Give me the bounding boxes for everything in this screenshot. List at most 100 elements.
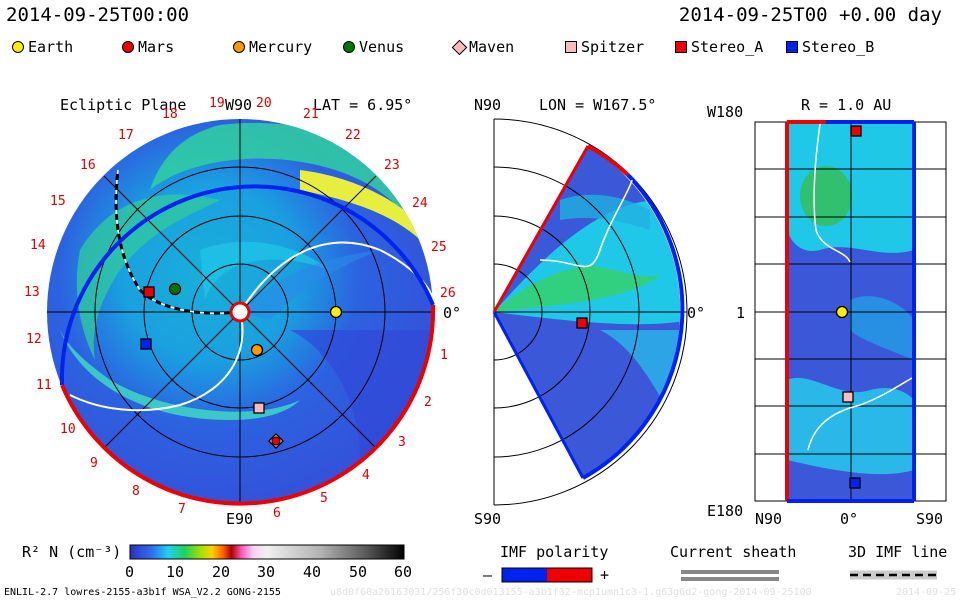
- polarity-ring-negative: [59, 184, 435, 386]
- sector-label: 20: [256, 96, 272, 111]
- legend-earth: Earth: [12, 38, 73, 56]
- imf-line-title: 3D IMF line: [848, 543, 948, 561]
- legend-label: Mercury: [249, 38, 313, 56]
- mercury-marker: [250, 343, 264, 357]
- radial-mid-left: 1: [736, 304, 746, 322]
- radial-bottom-zero: 0°: [840, 510, 859, 528]
- spitzer-icon: [565, 41, 577, 53]
- sector-label: 6: [273, 506, 281, 521]
- radial-current-sheet: [813, 123, 851, 263]
- sector-label: 17: [118, 128, 134, 143]
- colorbar-tick: 30: [257, 563, 276, 581]
- legend-label: Venus: [359, 38, 405, 56]
- meridional-edge-positive: [492, 145, 590, 313]
- sector-label: 12: [26, 332, 42, 347]
- sector-label: 21: [303, 107, 319, 122]
- meridional-bottom-label: S90: [474, 510, 502, 528]
- legend-label: Stereo_A: [691, 38, 764, 56]
- spitzer-marker: [253, 402, 265, 414]
- imf-polarity-positive-swatch: [547, 568, 592, 582]
- mars-marker: [271, 436, 281, 446]
- imf-polarity-title: IMF polarity: [500, 543, 609, 561]
- meridional-right-label: 0°: [687, 304, 706, 322]
- meridional-ring-negative: [582, 173, 685, 480]
- sector-label: 5: [320, 491, 328, 506]
- ecliptic-title: Ecliptic Plane: [60, 96, 187, 114]
- header-time-right: 2014-09-25T00 +0.00 day: [678, 4, 942, 26]
- stereo-a-marker-meridional: [576, 317, 588, 329]
- stereo-a-icon: [675, 41, 687, 53]
- sector-label: 18: [162, 107, 178, 122]
- radial-bottom-n90: N90: [755, 510, 783, 528]
- imf-line: [114, 169, 241, 315]
- radial-bottom-s90: S90: [916, 510, 944, 528]
- legend-mercury: Mercury: [233, 38, 312, 56]
- current-sheath-title: Current sheath: [670, 543, 797, 561]
- imf-line-highlight: [115, 169, 241, 314]
- radial-bottom-left: E180: [707, 502, 744, 520]
- footer-model: ENLIL-2.7 lowres-2155-a3b1f WSA_V2.2 GON…: [4, 587, 281, 598]
- sector-label: 16: [80, 158, 96, 173]
- colorbar-tick: 60: [394, 563, 413, 581]
- imf-polarity-negative-swatch: [502, 568, 547, 582]
- sector-label: 8: [132, 484, 140, 499]
- sector-label: 3: [398, 435, 406, 450]
- spitzer-marker-radial: [842, 391, 854, 403]
- stereo-b-marker: [140, 338, 152, 350]
- sector-label: 25: [431, 240, 447, 255]
- mars-icon: [122, 41, 134, 53]
- imf-polarity-plus: +: [600, 566, 610, 584]
- colorbar-tick: 40: [303, 563, 322, 581]
- sector-label: 23: [384, 158, 400, 173]
- venus-icon: [343, 41, 355, 53]
- meridional-lon: LON = W167.5°: [539, 96, 657, 114]
- sector-label: 13: [24, 285, 40, 300]
- header-time-left: 2014-09-25T00:00: [6, 4, 190, 26]
- sector-label: 26: [440, 286, 456, 301]
- polarity-ring-positive: [60, 304, 436, 506]
- legend-label: Maven: [469, 38, 515, 56]
- legend-venus: Venus: [343, 38, 404, 56]
- footer-run-id: u8d0f60a26163031/256f30c0d013155-a3b1f32…: [330, 587, 812, 598]
- legend-maven: Maven: [451, 38, 515, 56]
- stereo-b-icon: [786, 41, 798, 53]
- mercury-icon: [233, 41, 245, 53]
- legend-stereo-b: Stereo_B: [786, 38, 874, 56]
- sector-label: 14: [30, 238, 46, 253]
- sector-label: 10: [60, 422, 76, 437]
- radial-title: R = 1.0 AU: [801, 96, 892, 114]
- legend-label: Stereo_B: [802, 38, 875, 56]
- radial-current-sheet: [807, 377, 913, 451]
- legend-stereo-a: Stereo_A: [675, 38, 763, 56]
- sector-label: 2: [424, 395, 432, 410]
- radial-panel: [754, 120, 947, 503]
- colorbar-tick: 10: [166, 563, 185, 581]
- earth-marker-radial: [835, 305, 849, 319]
- stereo-b-marker-radial: [849, 477, 861, 489]
- footer-right-stamp: 2014-09-25: [896, 587, 957, 598]
- radial-top-left: W180: [707, 103, 744, 121]
- colorbar-tick: 50: [349, 563, 368, 581]
- ecliptic-lat: LAT = 6.95°: [313, 96, 413, 114]
- earth-marker: [329, 305, 343, 319]
- ecliptic-right-label: 0°: [443, 304, 462, 322]
- meridional-ring-positive: [587, 144, 630, 177]
- meridional-current-sheet: [539, 179, 633, 268]
- colorbar-label: R² N (cm⁻³): [22, 543, 122, 561]
- meridional-edge-negative: [492, 311, 585, 479]
- ecliptic-top-label: W90: [225, 96, 253, 114]
- sector-label: 9: [90, 456, 98, 471]
- ecliptic-plane-panel: [47, 119, 436, 506]
- sector-label: 24: [412, 196, 428, 211]
- sector-label: 4: [362, 468, 370, 483]
- meridional-top-label: N90: [474, 96, 502, 114]
- colorbar: [129, 544, 405, 560]
- meridional-panel: [492, 118, 688, 506]
- earth-icon: [12, 41, 24, 53]
- ecliptic-bottom-label: E90: [226, 510, 254, 528]
- sector-label: 1: [440, 348, 448, 363]
- radial-grid: [754, 121, 947, 502]
- legend-label: Earth: [28, 38, 74, 56]
